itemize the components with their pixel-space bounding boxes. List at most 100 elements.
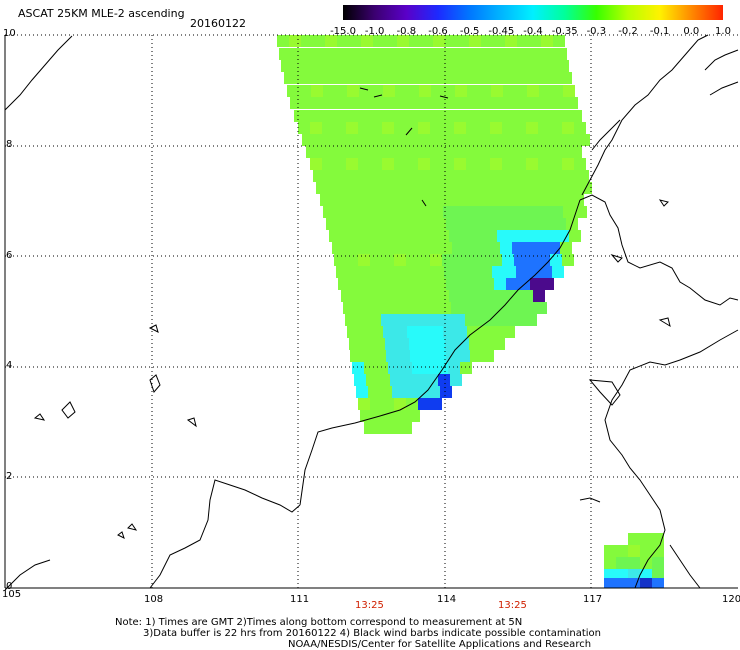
wind-cell bbox=[628, 578, 640, 588]
wind-cell bbox=[360, 266, 372, 278]
wind-cell bbox=[515, 206, 527, 218]
wind-cell bbox=[401, 60, 413, 72]
wind-cell bbox=[402, 374, 414, 386]
wind-cell bbox=[430, 254, 442, 266]
wind-cell bbox=[404, 194, 416, 206]
wind-cell bbox=[455, 85, 467, 97]
wind-cell bbox=[322, 158, 334, 170]
wind-cell bbox=[438, 374, 450, 386]
wind-cell bbox=[616, 557, 628, 569]
wind-cell bbox=[466, 254, 478, 266]
wind-cell bbox=[461, 60, 473, 72]
wind-cell bbox=[445, 170, 457, 182]
wind-cell bbox=[400, 422, 412, 434]
wind-cell bbox=[461, 290, 473, 302]
wind-cell bbox=[408, 266, 420, 278]
wind-cell bbox=[385, 35, 397, 47]
wind-cell bbox=[512, 194, 524, 206]
colorbar-label: -0.45 bbox=[488, 26, 515, 37]
wind-cell bbox=[454, 254, 466, 266]
wind-cell bbox=[326, 97, 338, 109]
wind-cell bbox=[416, 386, 428, 398]
wind-cell bbox=[382, 254, 394, 266]
wind-cell bbox=[628, 557, 640, 569]
wind-cell bbox=[434, 218, 446, 230]
wind-cell bbox=[374, 278, 386, 290]
wind-cell bbox=[370, 254, 382, 266]
wind-cell bbox=[503, 326, 515, 338]
pass-time-1: 13:25 bbox=[355, 600, 384, 611]
wind-cell bbox=[546, 146, 558, 158]
wind-cell bbox=[390, 110, 402, 122]
wind-cell bbox=[397, 170, 409, 182]
wind-cell bbox=[530, 218, 542, 230]
wind-cell bbox=[492, 266, 504, 278]
wind-cell bbox=[550, 158, 562, 170]
wind-cell bbox=[434, 278, 446, 290]
wind-cell bbox=[494, 97, 506, 109]
wind-cell bbox=[452, 242, 464, 254]
wind-cell bbox=[358, 254, 370, 266]
wind-cell bbox=[446, 97, 458, 109]
wind-cell bbox=[395, 206, 407, 218]
wind-cell bbox=[412, 362, 424, 374]
wind-cell bbox=[399, 48, 411, 60]
wind-cell bbox=[558, 110, 570, 122]
wind-cell bbox=[362, 134, 374, 146]
wind-cell bbox=[310, 122, 322, 134]
wind-cell bbox=[386, 134, 398, 146]
wind-cell bbox=[414, 146, 426, 158]
wind-cell bbox=[548, 194, 560, 206]
wind-cell bbox=[440, 72, 452, 84]
wind-cell bbox=[428, 72, 440, 84]
wind-cell bbox=[361, 35, 373, 47]
wind-cell bbox=[368, 194, 380, 206]
wind-cell bbox=[482, 218, 494, 230]
wind-cell bbox=[394, 254, 406, 266]
wind-cell bbox=[284, 72, 296, 84]
wind-cell bbox=[526, 254, 538, 266]
wind-cell bbox=[318, 146, 330, 158]
colorbar-label: -0.2 bbox=[618, 26, 638, 37]
wind-cell bbox=[417, 314, 429, 326]
wind-cell bbox=[520, 182, 532, 194]
wind-cell bbox=[604, 557, 616, 569]
wind-cell bbox=[311, 85, 323, 97]
wind-cell bbox=[378, 110, 390, 122]
wind-cell bbox=[428, 242, 440, 254]
wind-cell bbox=[505, 170, 517, 182]
wind-cell bbox=[562, 254, 574, 266]
wind-cell bbox=[450, 110, 462, 122]
wind-cell bbox=[574, 122, 586, 134]
wind-cell bbox=[578, 134, 590, 146]
wind-cell bbox=[505, 35, 517, 47]
wind-cell bbox=[316, 182, 328, 194]
wind-cell bbox=[433, 35, 445, 47]
wind-cell bbox=[366, 146, 378, 158]
wind-cell bbox=[419, 206, 431, 218]
wind-cell bbox=[387, 48, 399, 60]
wind-cell bbox=[540, 266, 552, 278]
wind-cell bbox=[299, 85, 311, 97]
wind-cell bbox=[305, 60, 317, 72]
wind-cell bbox=[560, 242, 572, 254]
wind-cell bbox=[322, 122, 334, 134]
wind-cell bbox=[434, 134, 446, 146]
wind-cell bbox=[509, 60, 521, 72]
wind-cell bbox=[362, 350, 374, 362]
wind-cell bbox=[522, 110, 534, 122]
wind-cell bbox=[326, 218, 338, 230]
wind-cell bbox=[530, 278, 542, 290]
wind-cell bbox=[378, 146, 390, 158]
wind-cell bbox=[466, 158, 478, 170]
wind-cell bbox=[392, 242, 404, 254]
wind-cell bbox=[532, 182, 544, 194]
wind-cell bbox=[404, 242, 416, 254]
wind-cell bbox=[433, 170, 445, 182]
wind-cell bbox=[539, 85, 551, 97]
wind-cell bbox=[386, 350, 398, 362]
wind-cell bbox=[506, 278, 518, 290]
wind-cell bbox=[411, 48, 423, 60]
wind-cell bbox=[428, 386, 440, 398]
wind-cell bbox=[503, 85, 515, 97]
